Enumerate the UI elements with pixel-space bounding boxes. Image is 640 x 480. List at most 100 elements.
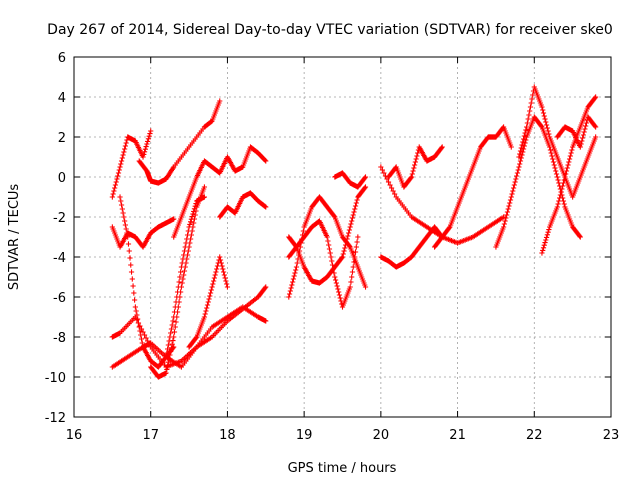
data-point [122,218,128,224]
data-point [329,258,335,264]
data-point [507,200,513,206]
data-point [118,161,124,167]
x-tick-label: 18 [219,428,236,443]
data-point [518,155,524,161]
data-point [288,285,294,291]
data-point [112,182,119,188]
data-point [117,164,123,170]
data-point [118,158,125,164]
data-point [143,335,149,341]
data-point [211,275,217,281]
data-point [540,245,547,251]
data-point [547,147,553,153]
data-point [408,175,414,181]
data-point [335,286,341,292]
data-point [293,264,300,270]
data-point [171,314,177,320]
data-point [133,308,139,314]
data-point [221,272,227,278]
series-arc-17 [378,164,507,246]
data-point [344,236,350,242]
x-tick-label: 16 [66,428,83,443]
data-point [146,341,152,347]
data-point [347,284,353,290]
data-point [187,221,193,227]
series-arc-9 [186,254,231,350]
data-point [224,281,230,287]
data-point [300,228,306,234]
data-point [549,153,555,159]
data-point [517,148,524,154]
data-point [330,266,336,272]
data-point [362,284,369,290]
data-point [173,319,179,325]
data-point [167,352,173,358]
series-arc-19 [431,124,514,250]
data-point [554,174,560,180]
y-tick-label: 6 [58,51,66,66]
data-point [560,198,567,204]
data-point [164,366,170,372]
data-point [206,296,212,302]
data-point [562,174,568,180]
series-arc-10 [171,144,269,240]
data-point [563,168,570,174]
data-point [203,308,209,314]
data-point [556,180,562,186]
data-point [558,189,564,195]
data-point [201,314,208,320]
data-point [131,290,137,296]
data-point [289,282,295,288]
data-point [109,194,115,200]
data-point [352,249,359,255]
data-point [506,203,512,209]
data-point [390,188,396,194]
data-point [352,203,359,209]
data-point [526,112,532,118]
data-point [552,165,558,171]
data-point [331,213,337,219]
data-point [559,186,565,192]
data-point [362,184,369,190]
data-point [117,194,123,200]
series-arc-6 [109,284,269,370]
data-point [566,159,572,165]
series-arc-11 [217,190,269,220]
series-arc-23 [554,114,599,150]
data-point [580,132,586,138]
y-tick-label: -8 [53,331,66,346]
data-point [539,250,545,256]
data-point [346,227,353,233]
data-point [290,279,296,285]
data-point [116,167,122,173]
data-point [510,188,516,194]
data-point [132,304,138,310]
data-point [211,278,217,284]
data-point [568,150,574,156]
data-point [171,344,177,350]
data-point [385,179,392,185]
data-point [328,254,334,260]
data-point [139,340,145,346]
series-arc-18 [385,144,445,190]
data-point [129,276,135,282]
data-point [114,176,120,182]
data-point [583,120,590,126]
data-point [168,330,174,336]
data-point [566,156,573,162]
data-point [352,206,358,212]
data-point [412,162,418,168]
data-point [220,269,227,275]
data-point [128,269,135,275]
data-point [171,216,177,222]
data-point [355,234,361,240]
data-point [540,107,546,113]
data-point [583,123,589,129]
data-point [180,256,186,262]
data-point [349,269,356,275]
data-point [593,134,599,140]
data-point [184,236,190,242]
data-point [341,248,347,254]
data-point [520,149,526,155]
